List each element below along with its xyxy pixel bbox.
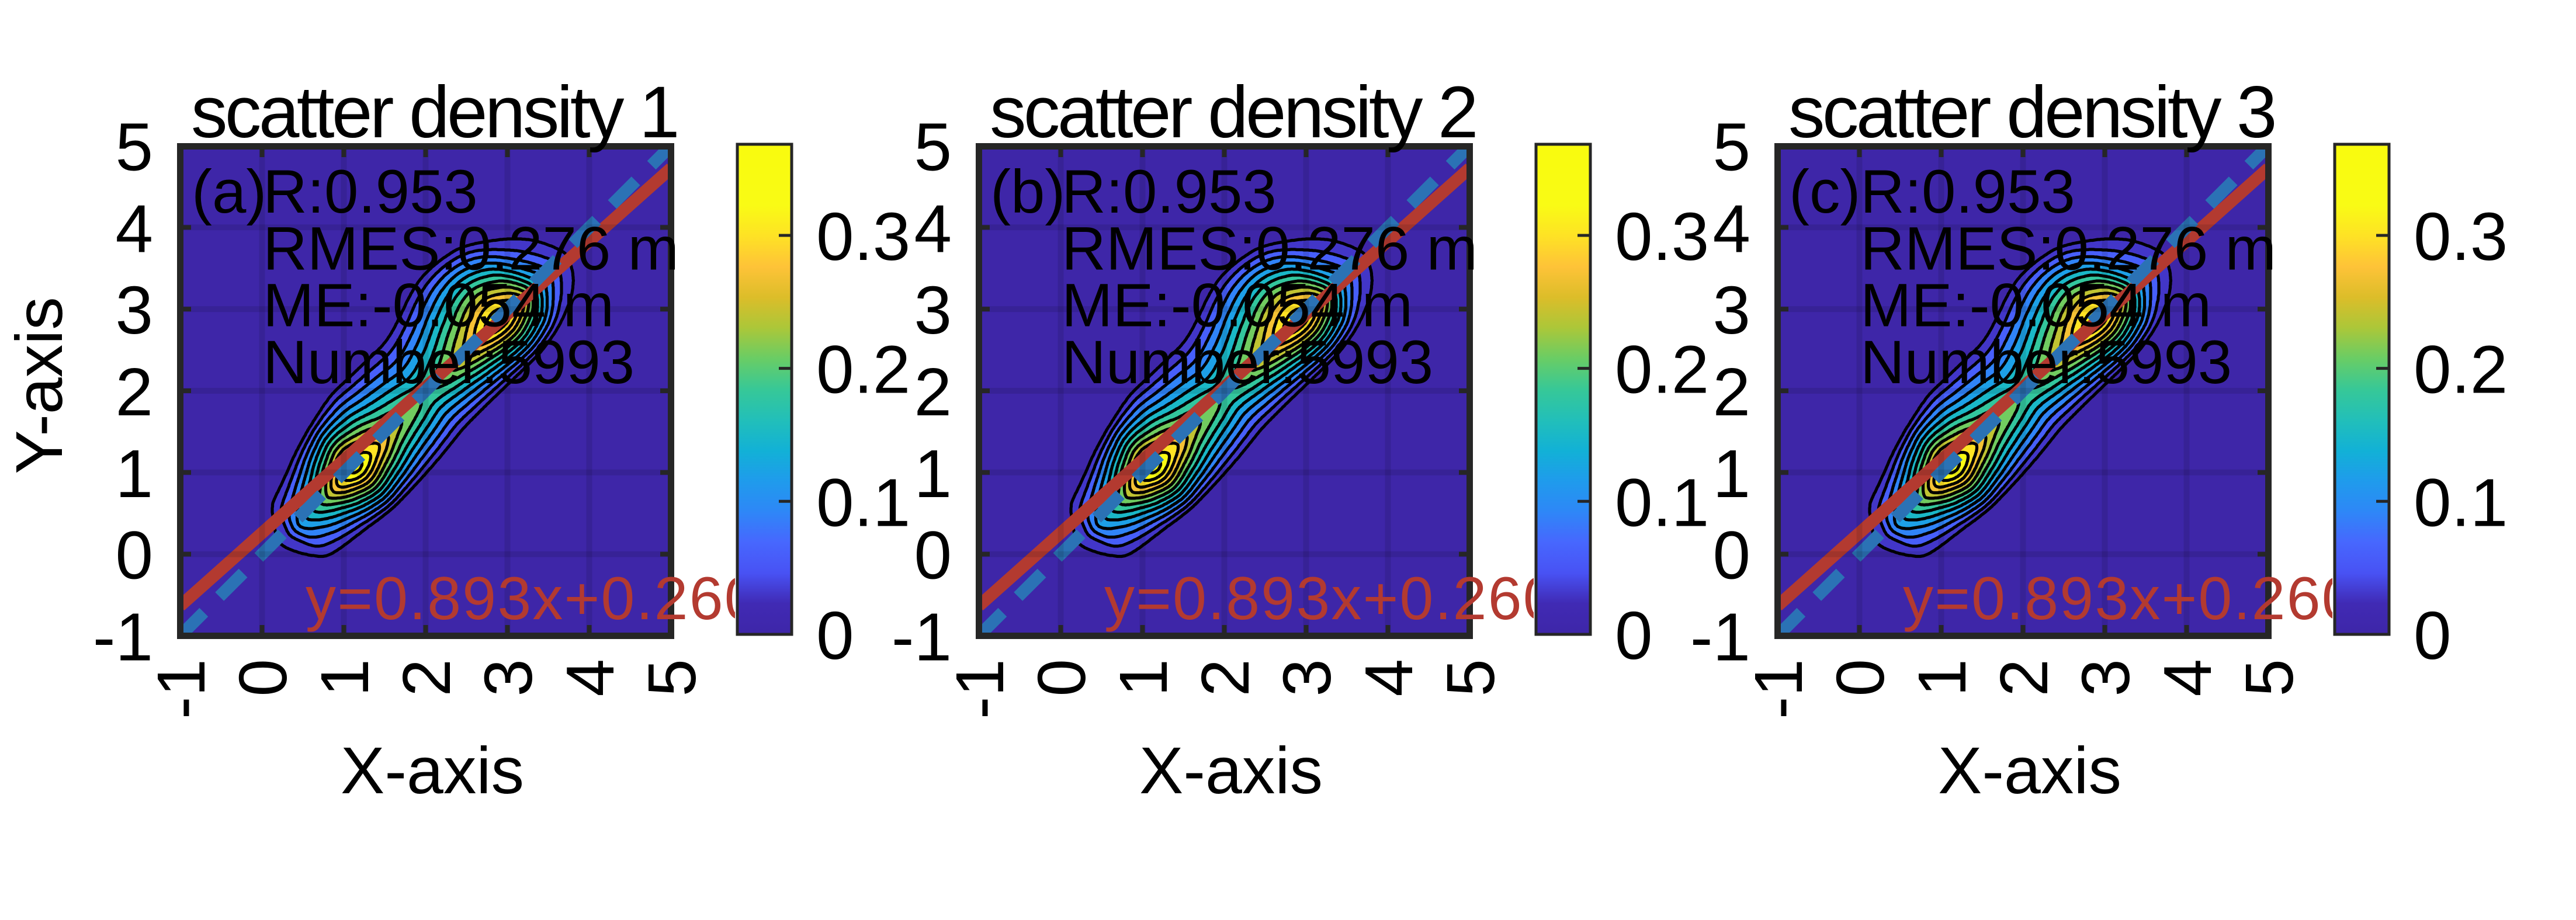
svg-text:scatter density 1: scatter density 1: [191, 72, 677, 153]
svg-text:Y-axis: Y-axis: [2, 297, 76, 474]
svg-text:scatter density 2: scatter density 2: [990, 72, 1476, 153]
svg-text:(c): (c): [1789, 158, 1860, 226]
svg-text:scatter density 3: scatter density 3: [1788, 72, 2275, 153]
svg-text:(b): (b): [990, 158, 1065, 226]
svg-text:(a): (a): [192, 158, 266, 226]
